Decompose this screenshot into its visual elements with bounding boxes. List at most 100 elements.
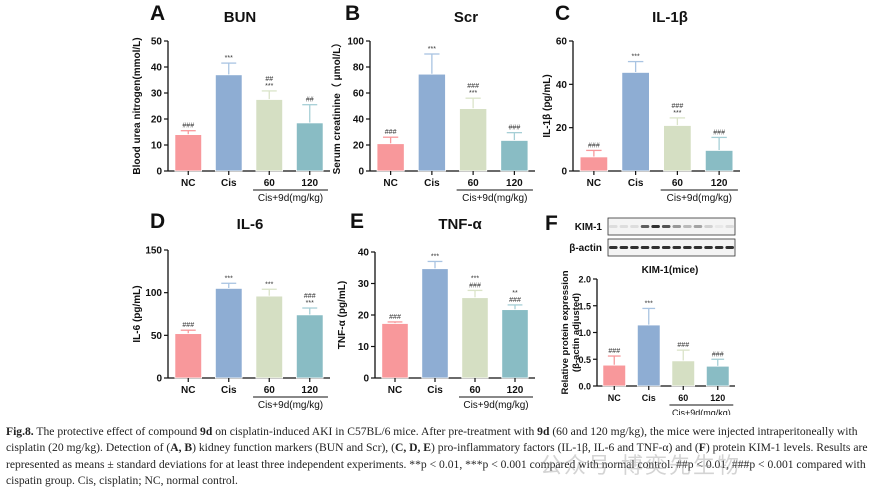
- bar-60: [663, 125, 692, 172]
- y-tick-label: 50: [151, 37, 163, 48]
- y-tick-label: 1.0: [578, 328, 591, 338]
- y-tick-label: 10: [151, 141, 163, 152]
- bar-60: [671, 360, 696, 387]
- panel-letter: B: [345, 2, 360, 25]
- panel-letter: D: [150, 210, 165, 233]
- bar-60: [459, 108, 488, 172]
- significance-label: ##: [265, 76, 273, 83]
- figure-8: A BUN 0 10 20 30 40 50 Blood urea nitrogen(mmol/…: [132, 2, 740, 415]
- caption-panel-ref: A, B: [170, 441, 193, 455]
- y-tick-label: 40: [556, 80, 568, 91]
- group-label: Cis+9d(mg/kg): [462, 193, 527, 204]
- blot-band: [672, 246, 682, 249]
- blot-band: [683, 225, 692, 228]
- chart-title: IL-6: [237, 216, 264, 233]
- significance-label: ***: [428, 46, 436, 53]
- x-tick-label: 60: [672, 178, 684, 189]
- x-tick-label: NC: [181, 178, 195, 189]
- significance-label: ###: [509, 125, 521, 132]
- x-tick-label: Cis: [221, 178, 237, 189]
- blot-band: [619, 225, 629, 228]
- x-tick-label: 60: [264, 385, 276, 396]
- significance-label: ###: [608, 348, 620, 355]
- x-tick-label: 60: [469, 385, 481, 396]
- significance-label: ###: [389, 314, 401, 321]
- chart-title: IL-1β: [652, 9, 688, 26]
- y-tick-label: 1.5: [578, 301, 591, 311]
- y-tick-label: 0.0: [578, 382, 591, 392]
- y-axis-label: IL-6 (pg/mL): [132, 285, 143, 342]
- caption-text: ) kidney function markers (BUN and Scr),…: [192, 441, 395, 455]
- blot-band: [630, 225, 639, 228]
- bar-120: [705, 365, 730, 387]
- blot-band: [661, 246, 671, 249]
- caption-compound: 9d: [200, 425, 213, 438]
- bar-nc: [381, 323, 409, 379]
- y-tick-label: 0.5: [578, 355, 591, 365]
- x-tick-label: Cis: [628, 178, 644, 189]
- y-axis-label: IL-1β (pg/mL): [542, 74, 553, 137]
- x-tick-label: NC: [388, 385, 402, 396]
- blot-band: [714, 225, 724, 228]
- blot-band: [693, 225, 703, 228]
- significance-label: ###: [385, 129, 397, 136]
- x-tick-label: Cis: [424, 178, 440, 189]
- panel-letter: E: [350, 210, 364, 233]
- y-tick-label: 10: [358, 342, 370, 353]
- x-tick-label: 120: [710, 393, 725, 403]
- caption-compound: 9d: [537, 425, 550, 438]
- blot-band: [704, 246, 713, 249]
- blot-band: [672, 225, 682, 228]
- blot-label: KIM-1: [575, 222, 603, 233]
- significance-label: ###: [672, 103, 684, 110]
- significance-label: ***: [673, 110, 681, 117]
- blot-band: [651, 246, 660, 249]
- y-tick-label: 50: [151, 331, 163, 342]
- x-tick-label: 120: [301, 178, 318, 189]
- significance-label: ***: [469, 90, 477, 97]
- group-label: Cis+9d(mg/kg): [258, 193, 323, 204]
- significance-label: ***: [225, 275, 233, 282]
- x-tick-label: Cis: [642, 393, 656, 403]
- blot-band: [609, 246, 618, 249]
- significance-label: ###: [712, 351, 724, 358]
- significance-label: ***: [306, 300, 314, 307]
- bar-nc: [174, 333, 203, 379]
- significance-label: ###: [509, 297, 521, 304]
- x-tick-label: Cis: [221, 385, 237, 396]
- blot-band: [640, 246, 650, 249]
- significance-label: ###: [677, 342, 689, 349]
- blot-band: [714, 246, 724, 249]
- significance-label: ###: [304, 293, 316, 300]
- y-axis-label: TNF-α (pg/mL): [337, 281, 348, 349]
- bar-cis: [214, 74, 243, 172]
- x-tick-label: NC: [587, 178, 601, 189]
- y-tick-label: 0: [358, 167, 364, 178]
- y-tick-label: 100: [145, 288, 162, 299]
- y-axis-label: Blood urea nitrogen(mmol/L): [132, 37, 143, 174]
- significance-label: ##: [306, 97, 314, 104]
- y-tick-label: 0: [156, 374, 162, 385]
- blot-band: [630, 246, 639, 249]
- y-tick-label: 0: [156, 167, 162, 178]
- chart-panel-f: F KIM-1(mice) 0.0 0.5 1.0 1.5 2.0 Relative prot…: [545, 212, 736, 415]
- group-label: Cis+9d(mg/kg): [258, 400, 323, 411]
- significance-label: ***: [225, 55, 233, 62]
- blot-band: [661, 225, 671, 228]
- blot-band: [693, 246, 703, 249]
- y-tick-label: 0: [561, 167, 567, 178]
- significance-label: ###: [588, 142, 600, 149]
- x-tick-label: 60: [678, 393, 688, 403]
- caption-text: on cisplatin-induced AKI in C57BL/6 mice…: [212, 425, 538, 438]
- blot-band: [609, 225, 618, 228]
- blot-frame: [607, 217, 736, 236]
- y-tick-label: 100: [347, 37, 364, 48]
- significance-label: ###: [469, 282, 481, 289]
- blot-band: [619, 246, 629, 249]
- bar-120: [501, 309, 529, 379]
- x-tick-label: NC: [383, 178, 397, 189]
- chart-title: Scr: [454, 9, 478, 26]
- y-tick-label: 0: [363, 374, 369, 385]
- x-tick-label: 60: [468, 178, 480, 189]
- y-tick-label: 30: [358, 279, 370, 290]
